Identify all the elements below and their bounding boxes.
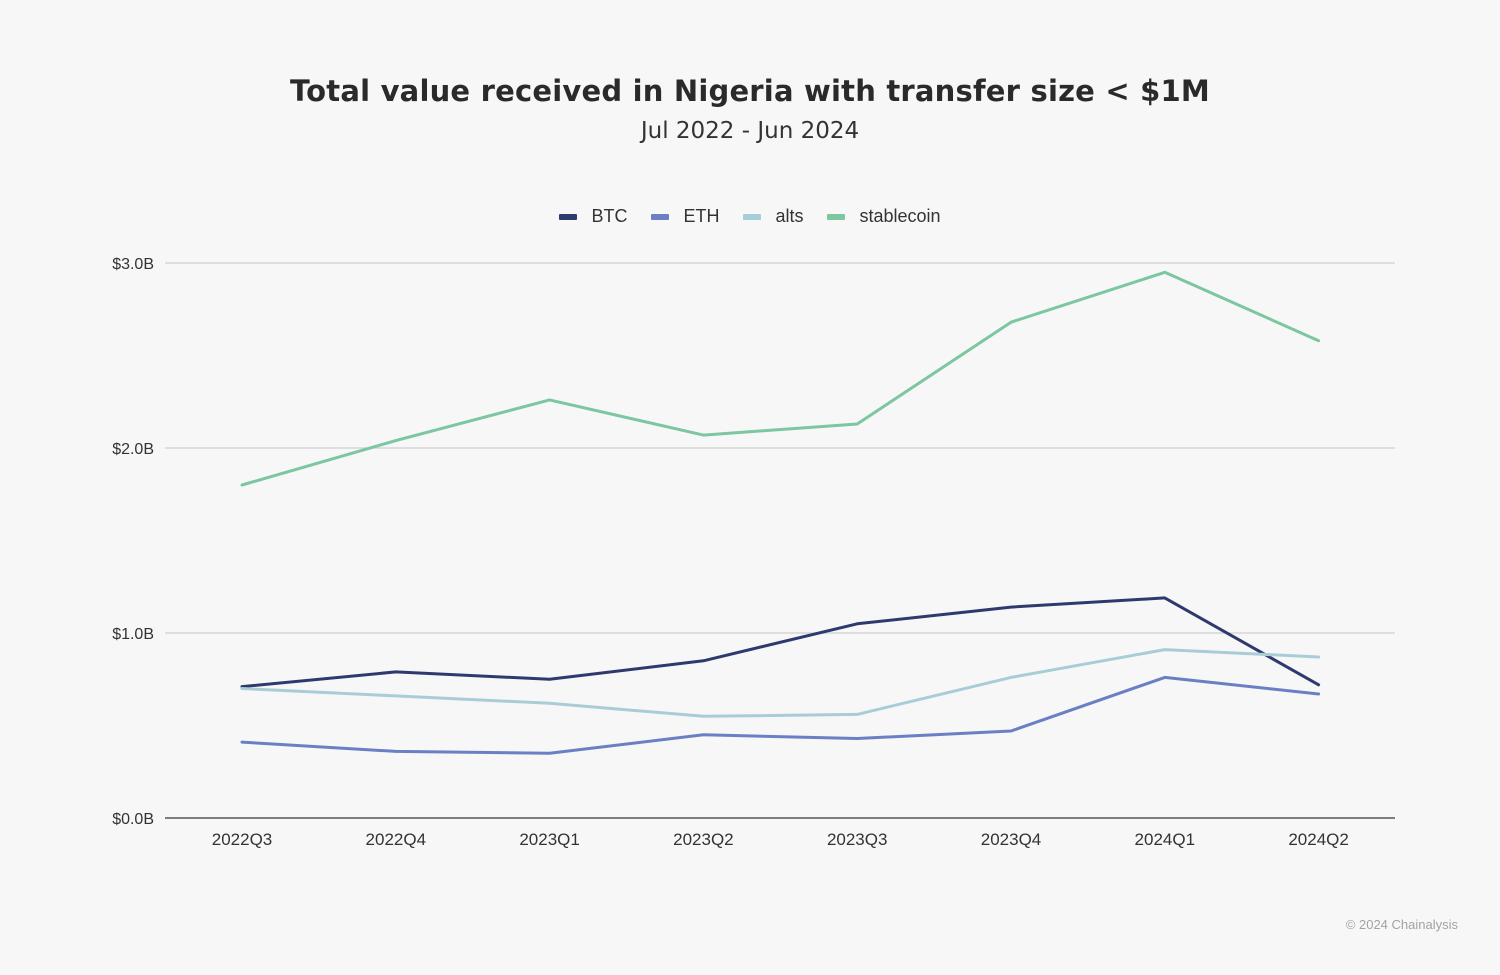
x-tick-label: 2023Q4 <box>981 830 1042 849</box>
x-tick-label: 2023Q1 <box>519 830 580 849</box>
legend-item-stablecoin[interactable]: stablecoin <box>827 206 941 227</box>
legend-label-eth: ETH <box>683 206 720 226</box>
legend-item-alts[interactable]: alts <box>743 206 803 227</box>
legend: BTC ETH alts stablecoin <box>0 206 1500 227</box>
y-tick-label: $1.0B <box>112 626 154 643</box>
legend-swatch-alts <box>743 213 762 220</box>
chart-subtitle: Jul 2022 - Jun 2024 <box>640 118 860 144</box>
series-line-btc <box>240 596 1321 689</box>
x-tick-label: 2022Q3 <box>212 830 273 849</box>
x-tick-label: 2022Q4 <box>366 830 427 849</box>
legend-item-eth[interactable]: ETH <box>651 206 719 227</box>
y-tick-label: $0.0B <box>112 811 154 828</box>
x-tick-label: 2023Q2 <box>673 830 734 849</box>
y-tick-label: $2.0B <box>112 441 154 458</box>
series-line-stablecoin <box>240 270 1321 487</box>
copyright-footer: © 2024 Chainalysis <box>1345 917 1458 932</box>
legend-swatch-eth <box>651 213 670 220</box>
chart-title: Total value received in Nigeria with tra… <box>290 74 1210 108</box>
legend-label-stablecoin: stablecoin <box>859 206 941 226</box>
legend-label-btc: BTC <box>591 206 628 226</box>
x-tick-label: 2024Q1 <box>1135 830 1196 849</box>
legend-swatch-stablecoin <box>827 213 846 220</box>
legend-swatch-btc <box>559 213 578 220</box>
legend-label-alts: alts <box>775 206 804 226</box>
x-tick-label: 2024Q2 <box>1288 830 1349 849</box>
legend-item-btc[interactable]: BTC <box>559 206 627 227</box>
y-tick-label: $3.0B <box>112 256 154 273</box>
series-line-eth <box>240 675 1321 755</box>
series-line-alts <box>240 648 1321 718</box>
x-tick-label: 2023Q3 <box>827 830 888 849</box>
